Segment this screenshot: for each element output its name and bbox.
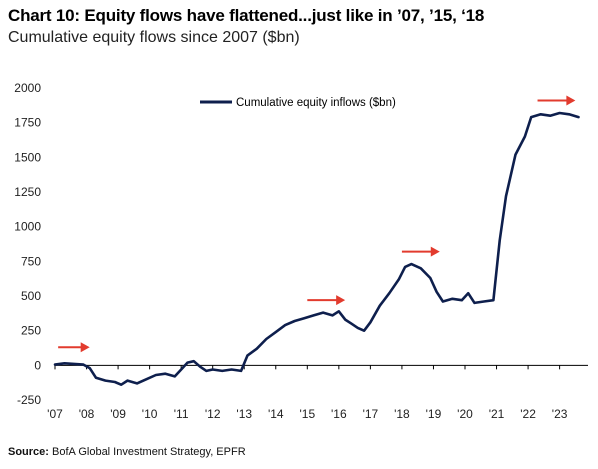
y-tick-label: 0	[34, 358, 41, 372]
arrow-head	[566, 95, 576, 106]
y-tick-label: 750	[21, 254, 41, 268]
y-tick-label: 1750	[14, 116, 41, 130]
legend-label: Cumulative equity inflows ($bn)	[236, 97, 396, 109]
arrow-head	[430, 246, 440, 257]
x-tick-label: '12	[205, 407, 221, 421]
line-chart: -250 0 250 500 750 1000 1250 1500 1750 2000 '07 '08…	[14, 81, 588, 421]
series-line	[53, 111, 580, 387]
x-tick-label: '21	[489, 407, 505, 421]
y-tick-label: 1250	[14, 185, 41, 199]
y-tick-label: 500	[21, 289, 41, 303]
x-tick-label: '09	[110, 407, 126, 421]
x-tick-label: '13	[236, 407, 252, 421]
source-note: Source: BofA Global Investment Strategy,…	[8, 446, 246, 458]
x-tick-label: '18	[394, 407, 410, 421]
y-tick-label: 250	[21, 324, 41, 338]
source-text: BofA Global Investment Strategy, EPFR	[52, 446, 246, 458]
y-tick-label: 2000	[14, 81, 41, 95]
annotation-arrows	[58, 95, 576, 353]
y-tick-label: 1000	[14, 220, 41, 234]
chart-subtitle: Cumulative equity flows since 2007 ($bn)	[8, 29, 300, 46]
x-tick-label: '23	[552, 407, 568, 421]
chart-title: Chart 10: Equity flows have flattened...…	[8, 6, 485, 25]
legend: Cumulative equity inflows ($bn)	[200, 97, 396, 109]
source-label: Source:	[8, 446, 49, 458]
x-tick-label: '20	[457, 407, 473, 421]
y-tick-label: 1500	[14, 150, 41, 164]
x-tick-label: '10	[142, 407, 158, 421]
x-tick-label: '15	[299, 407, 315, 421]
x-tick-label: '22	[520, 407, 536, 421]
y-tick-label: -250	[17, 393, 41, 407]
x-tick-label: '19	[426, 407, 442, 421]
arrow-head	[80, 342, 90, 353]
series-group	[53, 111, 580, 387]
arrow-head	[336, 295, 346, 306]
x-tick-label: '17	[363, 407, 379, 421]
x-tick-label: '07	[47, 407, 63, 421]
x-tick-label: '14	[268, 407, 284, 421]
x-tick-label: '08	[79, 407, 95, 421]
axes	[54, 364, 588, 370]
tick-labels: -250 0 250 500 750 1000 1250 1500 1750 2000 '07 '08…	[14, 81, 567, 421]
x-tick-label: '16	[331, 407, 347, 421]
x-tick-label: '11	[174, 407, 189, 421]
